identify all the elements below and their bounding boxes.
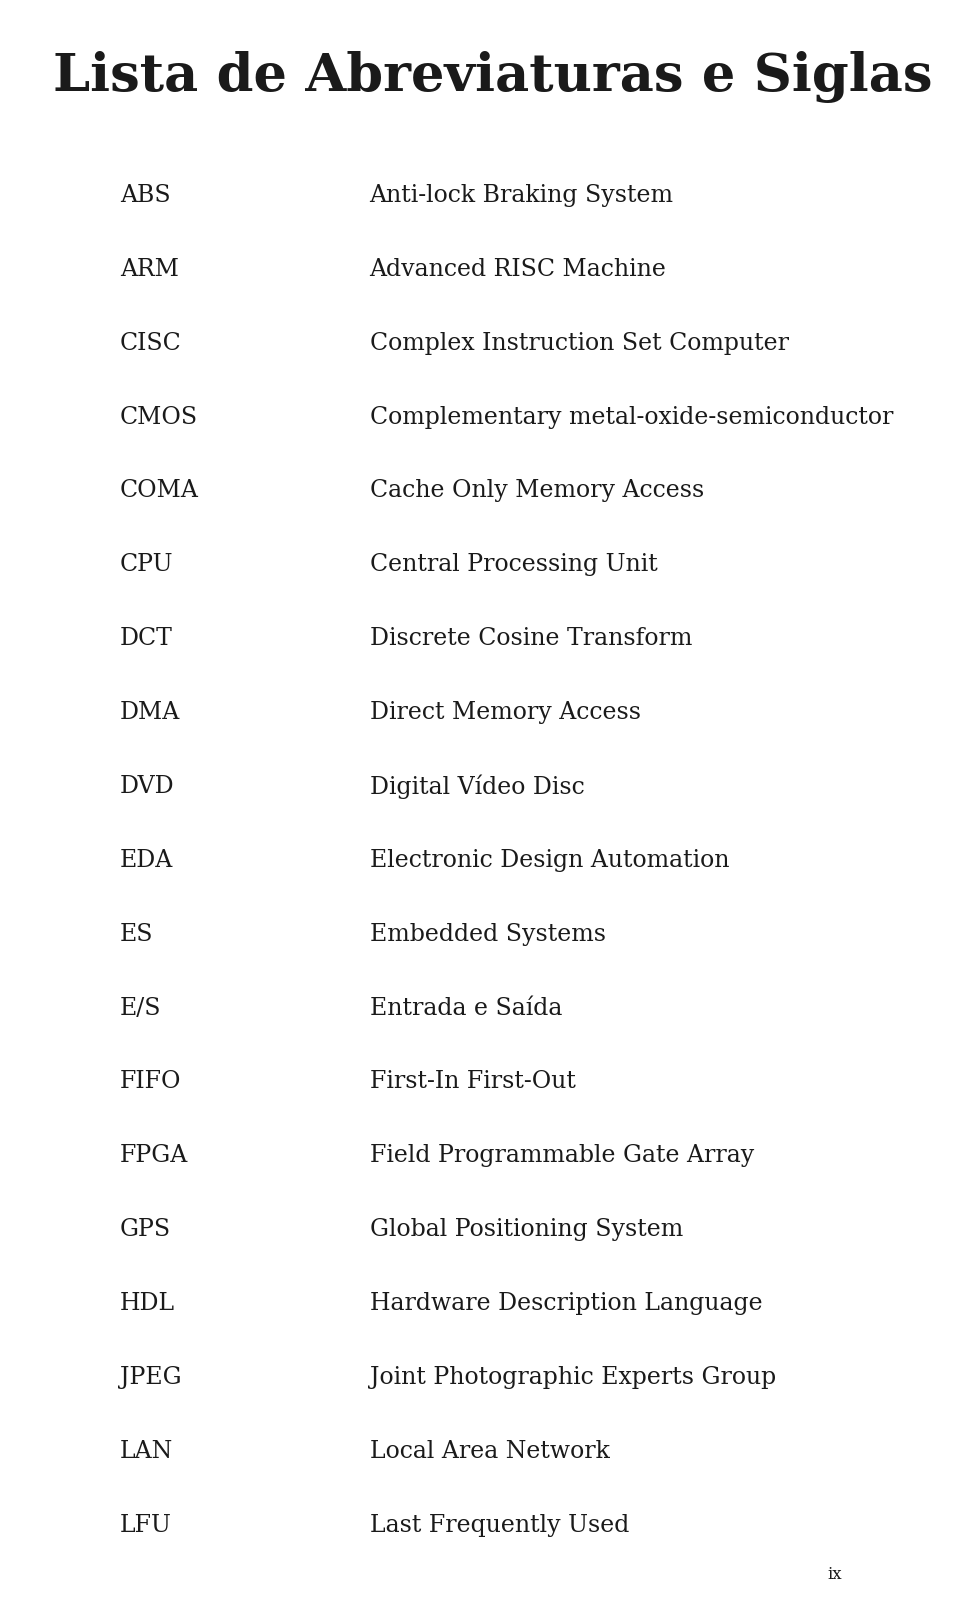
Text: Complex Instruction Set Computer: Complex Instruction Set Computer: [370, 332, 788, 354]
Text: Digital Vídeo Disc: Digital Vídeo Disc: [370, 774, 585, 799]
Text: CPU: CPU: [120, 553, 174, 577]
Text: HDL: HDL: [120, 1291, 175, 1315]
Text: ABS: ABS: [120, 184, 171, 207]
Text: Advanced RISC Machine: Advanced RISC Machine: [370, 258, 666, 280]
Text: Global Positioning System: Global Positioning System: [370, 1218, 683, 1242]
Text: ES: ES: [120, 923, 154, 945]
Text: Joint Photographic Experts Group: Joint Photographic Experts Group: [370, 1367, 776, 1389]
Text: First-In First-Out: First-In First-Out: [370, 1070, 575, 1094]
Text: CMOS: CMOS: [120, 405, 198, 429]
Text: Last Frequently Used: Last Frequently Used: [370, 1514, 629, 1536]
Text: Cache Only Memory Access: Cache Only Memory Access: [370, 479, 704, 503]
Text: E/S: E/S: [120, 996, 161, 1019]
Text: DVD: DVD: [120, 775, 175, 798]
Text: GPS: GPS: [120, 1218, 171, 1242]
Text: JPEG: JPEG: [120, 1367, 181, 1389]
Text: DCT: DCT: [120, 626, 173, 650]
Text: Anti-lock Braking System: Anti-lock Braking System: [370, 184, 674, 207]
Text: Electronic Design Automation: Electronic Design Automation: [370, 849, 729, 871]
Text: LFU: LFU: [120, 1514, 172, 1536]
Text: Local Area Network: Local Area Network: [370, 1440, 610, 1463]
Text: Central Processing Unit: Central Processing Unit: [370, 553, 658, 577]
Text: Discrete Cosine Transform: Discrete Cosine Transform: [370, 626, 692, 650]
Text: Hardware Description Language: Hardware Description Language: [370, 1291, 762, 1315]
Text: CISC: CISC: [120, 332, 181, 354]
Text: FPGA: FPGA: [120, 1144, 188, 1168]
Text: EDA: EDA: [120, 849, 173, 871]
Text: FIFO: FIFO: [120, 1070, 181, 1094]
Text: Entrada e Saída: Entrada e Saída: [370, 996, 562, 1019]
Text: COMA: COMA: [120, 479, 199, 503]
Text: ARM: ARM: [120, 258, 179, 280]
Text: ix: ix: [828, 1565, 843, 1583]
Text: DMA: DMA: [120, 702, 180, 724]
Text: Lista de Abreviaturas e Siglas: Lista de Abreviaturas e Siglas: [53, 51, 932, 103]
Text: Direct Memory Access: Direct Memory Access: [370, 702, 640, 724]
Text: Complementary metal-oxide-semiconductor: Complementary metal-oxide-semiconductor: [370, 405, 893, 429]
Text: Field Programmable Gate Array: Field Programmable Gate Array: [370, 1144, 754, 1168]
Text: LAN: LAN: [120, 1440, 173, 1463]
Text: Embedded Systems: Embedded Systems: [370, 923, 606, 945]
